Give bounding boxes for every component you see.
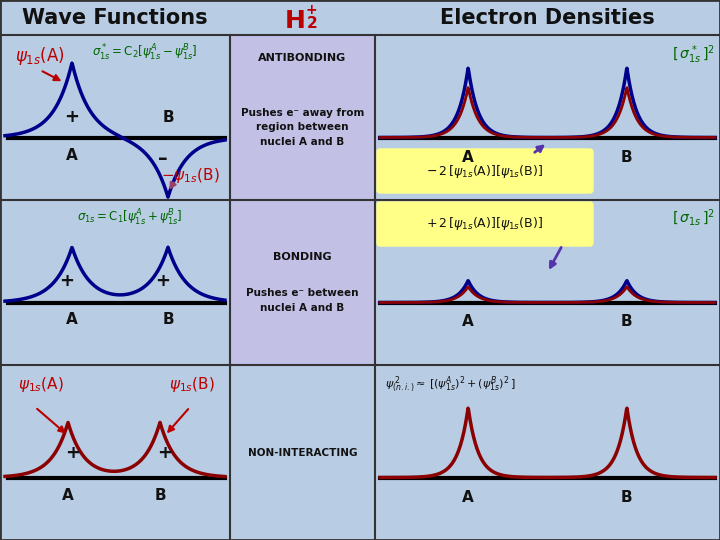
Text: BONDING: BONDING <box>273 253 332 262</box>
Text: $\psi^{\,2}_{(n.i.)} \approx\, [(\psi^A_{1s})^2 + (\psi^B_{1s})^2\,]$: $\psi^{\,2}_{(n.i.)} \approx\, [(\psi^A_… <box>385 375 516 395</box>
Text: +: + <box>65 107 79 125</box>
Text: A: A <box>462 314 474 329</box>
Text: $\mathbf{+}$: $\mathbf{+}$ <box>305 3 318 17</box>
Text: –: – <box>158 150 168 168</box>
Text: A: A <box>462 489 474 504</box>
Text: $-\psi_{1s}(\mathrm{B})$: $-\psi_{1s}(\mathrm{B})$ <box>161 166 220 185</box>
Text: B: B <box>621 150 633 165</box>
Text: $\sigma_{1s} = \mathrm{C}_1[\psi_{1s}^A + \psi_{1s}^B]$: $\sigma_{1s} = \mathrm{C}_1[\psi_{1s}^A … <box>77 208 183 228</box>
Text: +: + <box>156 273 171 291</box>
Bar <box>230 200 375 365</box>
Text: $+\,2\,[\psi_{1s}(\mathrm{A})][\psi_{1s}(\mathrm{B})]$: $+\,2\,[\psi_{1s}(\mathrm{A})][\psi_{1s}… <box>426 215 544 233</box>
Text: $[\,\sigma_{1s}\,]^2$: $[\,\sigma_{1s}\,]^2$ <box>672 208 715 228</box>
Text: Pushes e⁻ away from
region between
nuclei A and B: Pushes e⁻ away from region between nucle… <box>240 107 364 147</box>
Text: B: B <box>154 488 166 503</box>
Text: ANTIBONDING: ANTIBONDING <box>258 53 346 63</box>
Text: +: + <box>158 444 173 462</box>
Text: B: B <box>162 313 174 327</box>
Text: A: A <box>66 313 78 327</box>
Text: +: + <box>60 273 74 291</box>
Text: $\psi_{1s}(\mathrm{B})$: $\psi_{1s}(\mathrm{B})$ <box>169 375 215 394</box>
Text: A: A <box>66 147 78 163</box>
Text: B: B <box>621 314 633 329</box>
Text: A: A <box>62 488 74 503</box>
Text: $\psi_{1s}(\mathrm{A})$: $\psi_{1s}(\mathrm{A})$ <box>18 375 64 394</box>
Text: A: A <box>462 150 474 165</box>
Text: $[\,\sigma_{1s}^*\,]^2$: $[\,\sigma_{1s}^*\,]^2$ <box>672 43 715 65</box>
Text: Wave Functions: Wave Functions <box>22 8 208 28</box>
Text: B: B <box>621 489 633 504</box>
Text: $\mathbf{2}$: $\mathbf{2}$ <box>306 15 318 30</box>
Text: $\mathbf{H}$: $\mathbf{H}$ <box>284 9 305 32</box>
Text: $-\,2\,[\psi_{1s}(\mathrm{A})][\psi_{1s}(\mathrm{B})]$: $-\,2\,[\psi_{1s}(\mathrm{A})][\psi_{1s}… <box>426 163 544 179</box>
Text: B: B <box>162 111 174 125</box>
Text: +: + <box>66 444 81 462</box>
FancyBboxPatch shape <box>377 149 593 193</box>
Text: Electron Densities: Electron Densities <box>440 8 655 28</box>
Text: Pushes e⁻ between
nuclei A and B: Pushes e⁻ between nuclei A and B <box>246 288 359 313</box>
FancyBboxPatch shape <box>377 202 593 246</box>
Text: $\psi_{1s}(\mathrm{A})$: $\psi_{1s}(\mathrm{A})$ <box>15 45 65 67</box>
Bar <box>230 35 375 200</box>
Text: $\sigma_{1s}^* = \mathrm{C}_2[\psi_{1s}^A - \psi_{1s}^B]$: $\sigma_{1s}^* = \mathrm{C}_2[\psi_{1s}^… <box>92 43 198 63</box>
Text: NON-INTERACTING: NON-INTERACTING <box>248 448 357 457</box>
